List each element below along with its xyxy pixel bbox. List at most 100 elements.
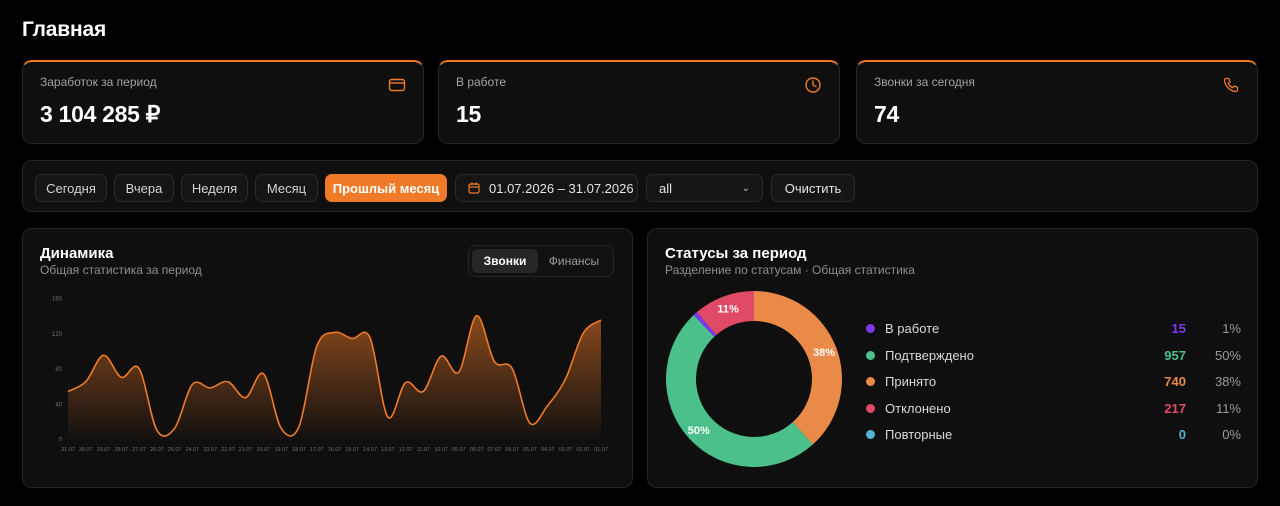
period-last-month-button[interactable]: Прошлый месяц bbox=[325, 174, 447, 202]
stat-card-in-work: В работе 15 bbox=[438, 60, 840, 144]
stat-card-earnings: Заработок за период 3 104 285 ₽ bbox=[22, 60, 424, 144]
stat-label: Звонки за сегодня bbox=[874, 75, 975, 89]
y-tick-label: 80 bbox=[55, 367, 62, 373]
legend-count: 740 bbox=[1164, 374, 1186, 389]
x-tick-label: 13.07 bbox=[381, 447, 395, 453]
x-tick-label: 21.07 bbox=[239, 447, 253, 453]
tab-finance[interactable]: Финансы bbox=[548, 254, 600, 268]
x-tick-label: 05.07 bbox=[523, 447, 537, 453]
x-tick-label: 26.07 bbox=[150, 447, 164, 453]
legend-label: Повторные bbox=[885, 427, 953, 442]
legend-label: В работе bbox=[885, 321, 940, 336]
filter-select-value: all bbox=[659, 180, 673, 196]
x-tick-label: 15.07 bbox=[345, 447, 359, 453]
x-tick-label: 30.07 bbox=[79, 447, 93, 453]
x-tick-label: 08.07 bbox=[470, 447, 484, 453]
x-tick-label: 01.07 bbox=[594, 447, 608, 453]
stat-label: В работе bbox=[456, 75, 507, 89]
legend-dot bbox=[866, 350, 875, 360]
period-month-button[interactable]: Месяц bbox=[255, 174, 318, 202]
x-tick-label: 29.07 bbox=[97, 447, 111, 453]
legend-dot bbox=[866, 377, 875, 386]
y-tick-label: 40 bbox=[55, 402, 62, 408]
chevron-down-icon: ⌄ bbox=[741, 182, 750, 194]
x-tick-label: 24.07 bbox=[185, 447, 199, 453]
legend-row: Подтверждено 957 50% bbox=[866, 347, 1241, 365]
stat-label: Заработок за период bbox=[40, 75, 157, 89]
x-tick-label: 11.07 bbox=[417, 447, 430, 453]
series-line bbox=[67, 314, 602, 437]
legend-dot bbox=[866, 430, 875, 439]
stat-value: 3 104 285 ₽ bbox=[40, 101, 161, 127]
x-tick-label: 19.07 bbox=[274, 447, 288, 453]
x-tick-label: 27.07 bbox=[132, 447, 146, 453]
dynamics-chart: 160 120 80 40 0 31.07 30.07 29.07 28.07 27.07 26.0… bbox=[52, 297, 608, 454]
x-tick-label: 16.07 bbox=[328, 447, 342, 453]
x-tick-label: 22.07 bbox=[221, 447, 235, 453]
slice-data-label: 11% bbox=[717, 304, 739, 316]
legend-label: Отклонено bbox=[885, 400, 951, 416]
x-tick-label: 06.07 bbox=[505, 447, 519, 453]
stat-card-calls-today: Звонки за сегодня 74 bbox=[856, 60, 1258, 144]
x-tick-label: 09.07 bbox=[452, 447, 466, 453]
slice-data-label: 38% bbox=[813, 347, 835, 359]
x-tick-label: 31.07 bbox=[61, 447, 75, 453]
donut-slice bbox=[696, 291, 754, 335]
x-tick-label: 17.07 bbox=[310, 447, 324, 453]
chart-mode-toggle: Звонки Финансы bbox=[468, 245, 614, 277]
period-yesterday-button[interactable]: Вчера bbox=[114, 174, 174, 202]
stat-value: 74 bbox=[874, 101, 899, 127]
x-tick-label: 04.07 bbox=[541, 447, 555, 453]
donut-slice bbox=[666, 314, 813, 467]
clock-icon bbox=[805, 77, 821, 93]
x-tick-label: 23.07 bbox=[203, 447, 217, 453]
dynamics-title: Динамика bbox=[40, 245, 114, 262]
donut-slice bbox=[693, 312, 717, 337]
legend-row: В работе 15 1% bbox=[866, 320, 1241, 338]
legend-percent: 38% bbox=[1214, 374, 1241, 389]
x-tick-label: 28.07 bbox=[114, 447, 128, 453]
dynamics-subtitle: Общая статистика за период bbox=[40, 263, 202, 277]
tab-calls[interactable]: Звонки bbox=[472, 249, 538, 273]
donut-slice bbox=[754, 291, 842, 445]
stat-value: 15 bbox=[456, 101, 481, 127]
legend-percent: 1% bbox=[1222, 321, 1241, 336]
legend-count: 15 bbox=[1171, 321, 1186, 336]
legend-percent: 0% bbox=[1222, 427, 1241, 442]
legend-row: Отклонено 217 11% bbox=[866, 400, 1241, 418]
y-tick-label: 160 bbox=[52, 297, 63, 303]
card-icon bbox=[388, 78, 406, 92]
statuses-panel: Статусы за период Разделение по статусам… bbox=[647, 228, 1258, 488]
x-tick-label: 25.07 bbox=[168, 447, 182, 453]
legend-label: Принято bbox=[885, 374, 937, 389]
status-donut-chart: 50% 38% 11% bbox=[666, 291, 842, 467]
statuses-title: Статусы за период bbox=[665, 245, 807, 262]
legend-row: Принято 740 38% bbox=[866, 373, 1241, 391]
date-range-text: 01.07.2026 – 31.07.2026 bbox=[489, 180, 634, 196]
statuses-subtitle: Разделение по статусам · Общая статистик… bbox=[665, 263, 915, 277]
page-title: Главная bbox=[22, 18, 107, 41]
period-today-button[interactable]: Сегодня bbox=[35, 174, 107, 202]
x-tick-label: 02.07 bbox=[576, 447, 590, 453]
date-range-picker[interactable]: 01.07.2026 – 31.07.2026 bbox=[455, 174, 638, 202]
legend-percent: 11% bbox=[1215, 400, 1241, 416]
filter-select[interactable]: all ⌄ bbox=[646, 174, 763, 202]
phone-icon bbox=[1223, 77, 1239, 93]
x-tick-label: 12.07 bbox=[399, 447, 413, 453]
area-fill bbox=[68, 315, 601, 439]
dynamics-panel: Динамика Общая статистика за период Звон… bbox=[22, 228, 633, 488]
x-tick-label: 18.07 bbox=[292, 447, 306, 453]
filter-bar: Сегодня Вчера Неделя Месяц Прошлый месяц… bbox=[22, 160, 1258, 212]
legend-dot bbox=[866, 324, 875, 333]
calendar-icon bbox=[468, 182, 480, 194]
x-tick-label: 14.07 bbox=[363, 447, 377, 453]
legend-percent: 50% bbox=[1214, 347, 1241, 363]
clear-button[interactable]: Очистить bbox=[771, 174, 855, 202]
legend-count: 0 bbox=[1178, 427, 1186, 442]
y-tick-label: 120 bbox=[52, 332, 63, 338]
x-tick-label: 10.07 bbox=[434, 447, 448, 453]
legend-dot bbox=[866, 403, 875, 413]
legend-row: Повторные 0 0% bbox=[866, 426, 1241, 444]
x-tick-label: 07.07 bbox=[488, 447, 502, 453]
period-week-button[interactable]: Неделя bbox=[181, 174, 248, 202]
